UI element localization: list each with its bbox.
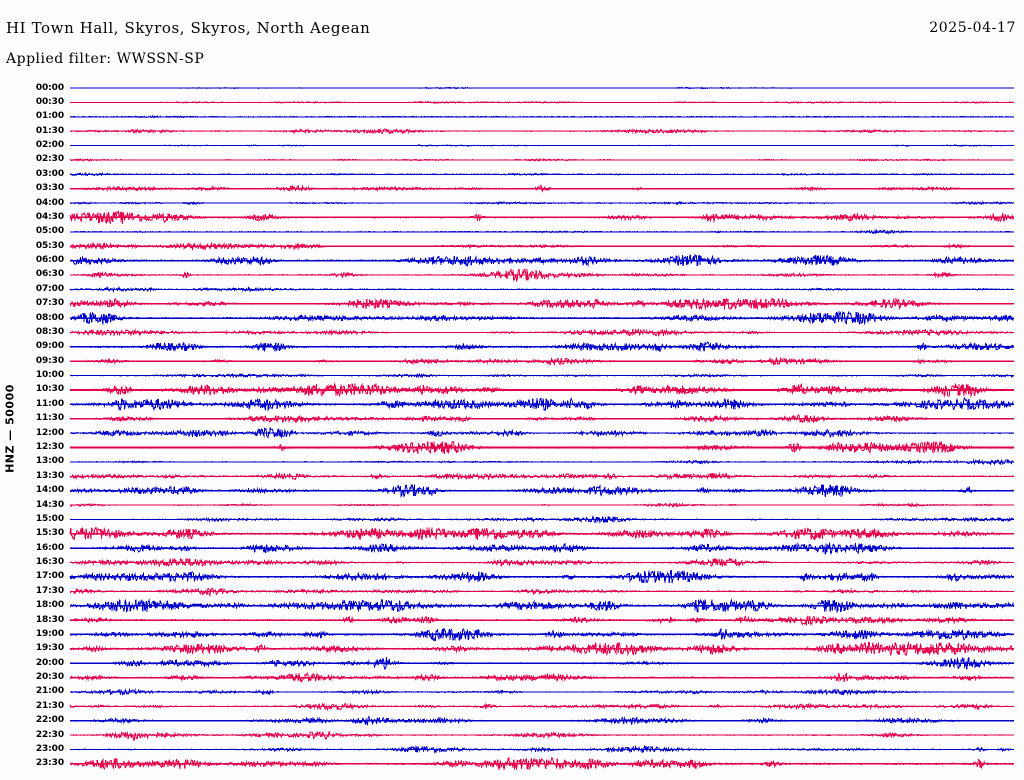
time-label: 01:30 bbox=[35, 125, 64, 136]
time-label: 17:00 bbox=[35, 571, 64, 582]
time-label: 19:30 bbox=[35, 643, 64, 654]
header: HI Town Hall, Skyros, Skyros, North Aege… bbox=[0, 0, 1024, 78]
time-label: 15:00 bbox=[35, 513, 64, 524]
time-label: 11:00 bbox=[35, 398, 64, 409]
time-label: 07:30 bbox=[35, 298, 64, 309]
helicorder-plot: 00:00 00:30 01:00 01:30 02:00 02:30 03:00 03:30… bbox=[0, 78, 1024, 780]
time-label: 01:00 bbox=[35, 111, 64, 122]
time-label: 16:30 bbox=[35, 557, 64, 568]
time-label: 05:00 bbox=[35, 226, 64, 237]
time-label: 12:30 bbox=[35, 442, 64, 452]
time-label: 21:00 bbox=[35, 686, 64, 697]
time-label: 09:00 bbox=[35, 341, 64, 352]
time-label: 20:30 bbox=[35, 672, 64, 683]
time-label: 06:30 bbox=[35, 269, 64, 280]
time-label: 17:30 bbox=[35, 585, 64, 596]
time-label: 11:30 bbox=[35, 413, 64, 424]
time-label: 03:30 bbox=[35, 183, 64, 194]
applied-filter-label: Applied filter: WWSSN-SP bbox=[6, 51, 205, 67]
trace-row bbox=[69, 731, 1014, 741]
time-label: 12:00 bbox=[35, 427, 64, 438]
time-label: 02:30 bbox=[35, 154, 64, 165]
time-label: 08:30 bbox=[35, 326, 64, 337]
time-label: 03:00 bbox=[35, 168, 64, 179]
trace-canvas bbox=[69, 86, 1015, 771]
time-label: 08:00 bbox=[35, 312, 64, 323]
time-label: 00:00 bbox=[35, 82, 64, 93]
time-label: 21:30 bbox=[35, 700, 64, 711]
time-label: 15:30 bbox=[35, 528, 64, 539]
time-label: 04:30 bbox=[35, 211, 64, 222]
time-label: 14:30 bbox=[35, 499, 64, 510]
time-label: 13:30 bbox=[35, 470, 64, 481]
time-label: 23:30 bbox=[35, 758, 64, 769]
time-label: 18:30 bbox=[35, 614, 64, 625]
seismogram-traces bbox=[0, 78, 1024, 780]
station-title: HI Town Hall, Skyros, Skyros, North Aege… bbox=[6, 19, 371, 37]
time-label: 09:30 bbox=[35, 355, 64, 366]
time-label: 05:30 bbox=[35, 240, 64, 251]
time-label: 22:30 bbox=[35, 729, 64, 740]
time-label: 19:00 bbox=[35, 628, 64, 639]
time-label: 06:00 bbox=[35, 255, 64, 266]
time-axis: 00:00 00:30 01:00 01:30 02:00 02:30 03:00 03:30… bbox=[0, 78, 70, 780]
time-label: 16:00 bbox=[35, 542, 64, 553]
time-label: 10:30 bbox=[35, 384, 64, 395]
time-label: 02:00 bbox=[35, 140, 64, 151]
time-label: 13:00 bbox=[35, 456, 64, 467]
record-date: 2025-04-17 bbox=[929, 20, 1016, 36]
time-label: 20:00 bbox=[35, 657, 64, 668]
time-label: 04:00 bbox=[35, 197, 64, 208]
time-label: 10:00 bbox=[35, 370, 64, 381]
time-label: 22:00 bbox=[35, 715, 64, 726]
time-label: 18:00 bbox=[35, 600, 64, 611]
time-label: 14:00 bbox=[35, 485, 64, 496]
time-label: 23:00 bbox=[35, 743, 64, 754]
time-label: 07:00 bbox=[35, 283, 64, 294]
time-label: 00:30 bbox=[35, 96, 64, 107]
